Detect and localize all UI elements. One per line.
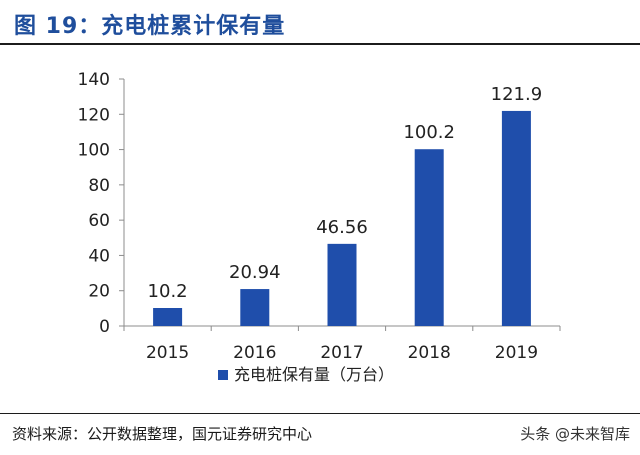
bar-2016 — [240, 289, 270, 326]
y-tick-label: 0 — [99, 317, 110, 337]
bar-2018 — [414, 149, 444, 326]
data-label-2018: 100.2 — [403, 122, 455, 143]
legend-swatch — [218, 370, 228, 380]
figure-title: 图 19：充电桩累计保有量 — [14, 14, 286, 39]
data-label-2019: 121.9 — [491, 84, 543, 105]
y-tick-label: 100 — [78, 141, 110, 161]
x-tick-label-2019: 2019 — [495, 343, 538, 363]
bar-2019 — [501, 110, 531, 327]
y-tick-label: 60 — [88, 211, 110, 231]
y-tick-label: 120 — [78, 105, 110, 125]
x-tick-label-2018: 2018 — [408, 343, 451, 363]
x-tick-label-2017: 2017 — [320, 343, 363, 363]
x-tick-label-2015: 2015 — [146, 343, 189, 363]
y-tick-label: 140 — [78, 70, 110, 90]
watermark-text: 头条 @未来智库 — [520, 425, 630, 443]
bar-chart: 0 20 40 60 80 100 120 140 10.2 2015 20.94 2016 46.56… — [78, 70, 561, 384]
y-tick-label: 40 — [88, 246, 110, 266]
legend-label: 充电桩保有量（万台） — [234, 365, 394, 384]
data-label-2015: 10.2 — [148, 281, 188, 302]
bar-2017 — [327, 243, 357, 326]
x-tick-label-2016: 2016 — [233, 343, 276, 363]
data-label-2017: 46.56 — [316, 217, 368, 238]
source-note: 资料来源：公开数据整理，国元证券研究中心 — [12, 425, 313, 443]
top-rule — [0, 43, 640, 45]
y-tick-label: 80 — [88, 176, 110, 196]
data-label-2016: 20.94 — [229, 262, 281, 283]
bottom-rule — [0, 413, 640, 414]
bar-2015 — [153, 308, 183, 326]
y-tick-label: 20 — [88, 282, 110, 302]
